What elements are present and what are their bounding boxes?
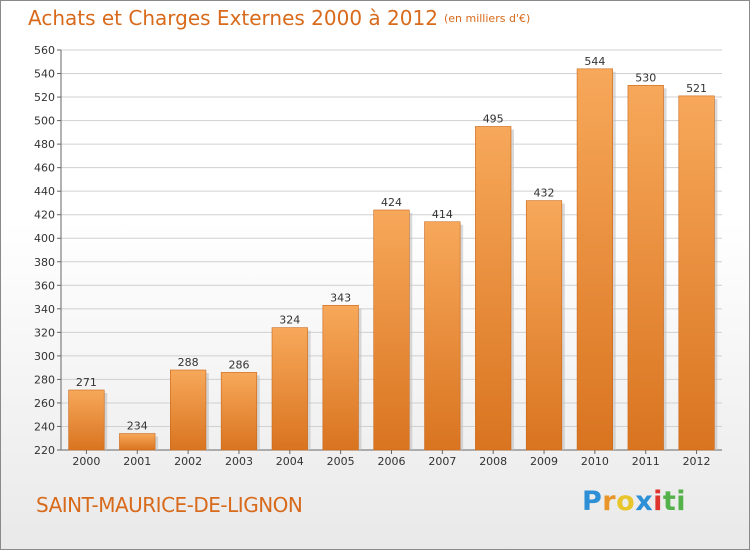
x-tick-label: 2003 [225, 455, 253, 468]
data-label: 288 [178, 356, 199, 369]
bar-2005 [322, 304, 359, 451]
y-tick-label: 520 [34, 91, 55, 104]
y-tick-label: 340 [34, 303, 55, 316]
proxiti-logo: Proxiti [582, 486, 686, 517]
bar-2000 [68, 389, 105, 451]
bar-2010 [576, 68, 613, 451]
y-tick-label: 480 [34, 138, 55, 151]
chart-subtitle: (en milliers d'€) [443, 12, 531, 25]
bar-2007 [424, 221, 461, 451]
bars [68, 68, 718, 451]
data-label: 424 [381, 196, 402, 209]
logo-letter: i [676, 486, 687, 517]
x-tick-label: 2001 [123, 455, 151, 468]
x-tick-label: 2005 [327, 455, 355, 468]
y-tick-label: 540 [34, 68, 55, 81]
y-tick-labels: 220 240 260 280 300 320 340 360 380 400 420 440 460 4… [34, 44, 55, 457]
y-tick-label: 300 [34, 350, 55, 363]
y-tick-label: 500 [34, 115, 55, 128]
data-label: 544 [584, 55, 605, 68]
bar-2009 [525, 200, 563, 451]
data-label: 530 [635, 71, 656, 84]
x-tick-label: 2008 [479, 455, 507, 468]
x-tick-labels: 2000 2001 2002 2003 2004 2005 2006 2007 2008 2009… [72, 455, 710, 468]
y-tick-label: 420 [34, 209, 55, 222]
data-labels: 271 234 288 286 324 343 424 414 495 432 544 530 521 [76, 55, 707, 433]
bar-2008 [475, 126, 512, 451]
x-tick-label: 2007 [428, 455, 456, 468]
data-label: 495 [483, 112, 504, 125]
x-tick-label: 2011 [632, 455, 660, 468]
x-tick-label: 2010 [581, 455, 609, 468]
logo-letter: t [662, 486, 677, 517]
x-tick-label: 2004 [276, 455, 304, 468]
y-tick-label: 400 [34, 232, 55, 245]
y-tick-label: 220 [34, 444, 55, 457]
data-label: 234 [127, 420, 148, 433]
bar-2006 [373, 209, 410, 451]
bar-2011 [627, 84, 664, 451]
bar-2004 [271, 327, 308, 451]
data-label: 343 [330, 291, 351, 304]
bar-2001 [119, 433, 156, 451]
y-tick-label: 260 [34, 397, 55, 410]
y-tick-label: 280 [34, 373, 55, 386]
bar-2012 [678, 95, 715, 451]
y-tick-label: 240 [34, 420, 55, 433]
logo-letter: P [582, 486, 603, 517]
chart-title: Achats et Charges Externes 2000 à 2012 (e… [28, 6, 530, 30]
x-tick-label: 2012 [683, 455, 711, 468]
logo-letter: x [635, 486, 654, 517]
y-tick-label: 380 [34, 256, 55, 269]
x-tick-label: 2002 [174, 455, 202, 468]
data-label: 432 [534, 187, 555, 200]
x-tick-label: 2009 [530, 455, 558, 468]
y-tick-label: 360 [34, 279, 55, 292]
logo-letter: r [602, 486, 617, 517]
data-label: 271 [76, 376, 97, 389]
chart-title-text: Achats et Charges Externes 2000 à 2012 [28, 6, 438, 30]
y-tick-label: 460 [34, 162, 55, 175]
bar-2003 [220, 372, 258, 451]
commune-name: SAINT-MAURICE-DE-LIGNON [36, 493, 303, 517]
y-tick-label: 560 [34, 44, 55, 57]
logo-letter: i [653, 486, 663, 517]
x-tick-label: 2006 [378, 455, 406, 468]
bar-2002 [170, 369, 207, 451]
data-label: 324 [279, 314, 300, 327]
data-label: 286 [228, 358, 249, 371]
logo-letter: o [616, 486, 636, 517]
data-label: 521 [686, 82, 707, 95]
x-tick-label: 2000 [72, 455, 100, 468]
data-label: 414 [432, 208, 453, 221]
y-tick-label: 440 [34, 185, 55, 198]
y-tick-label: 320 [34, 326, 55, 339]
